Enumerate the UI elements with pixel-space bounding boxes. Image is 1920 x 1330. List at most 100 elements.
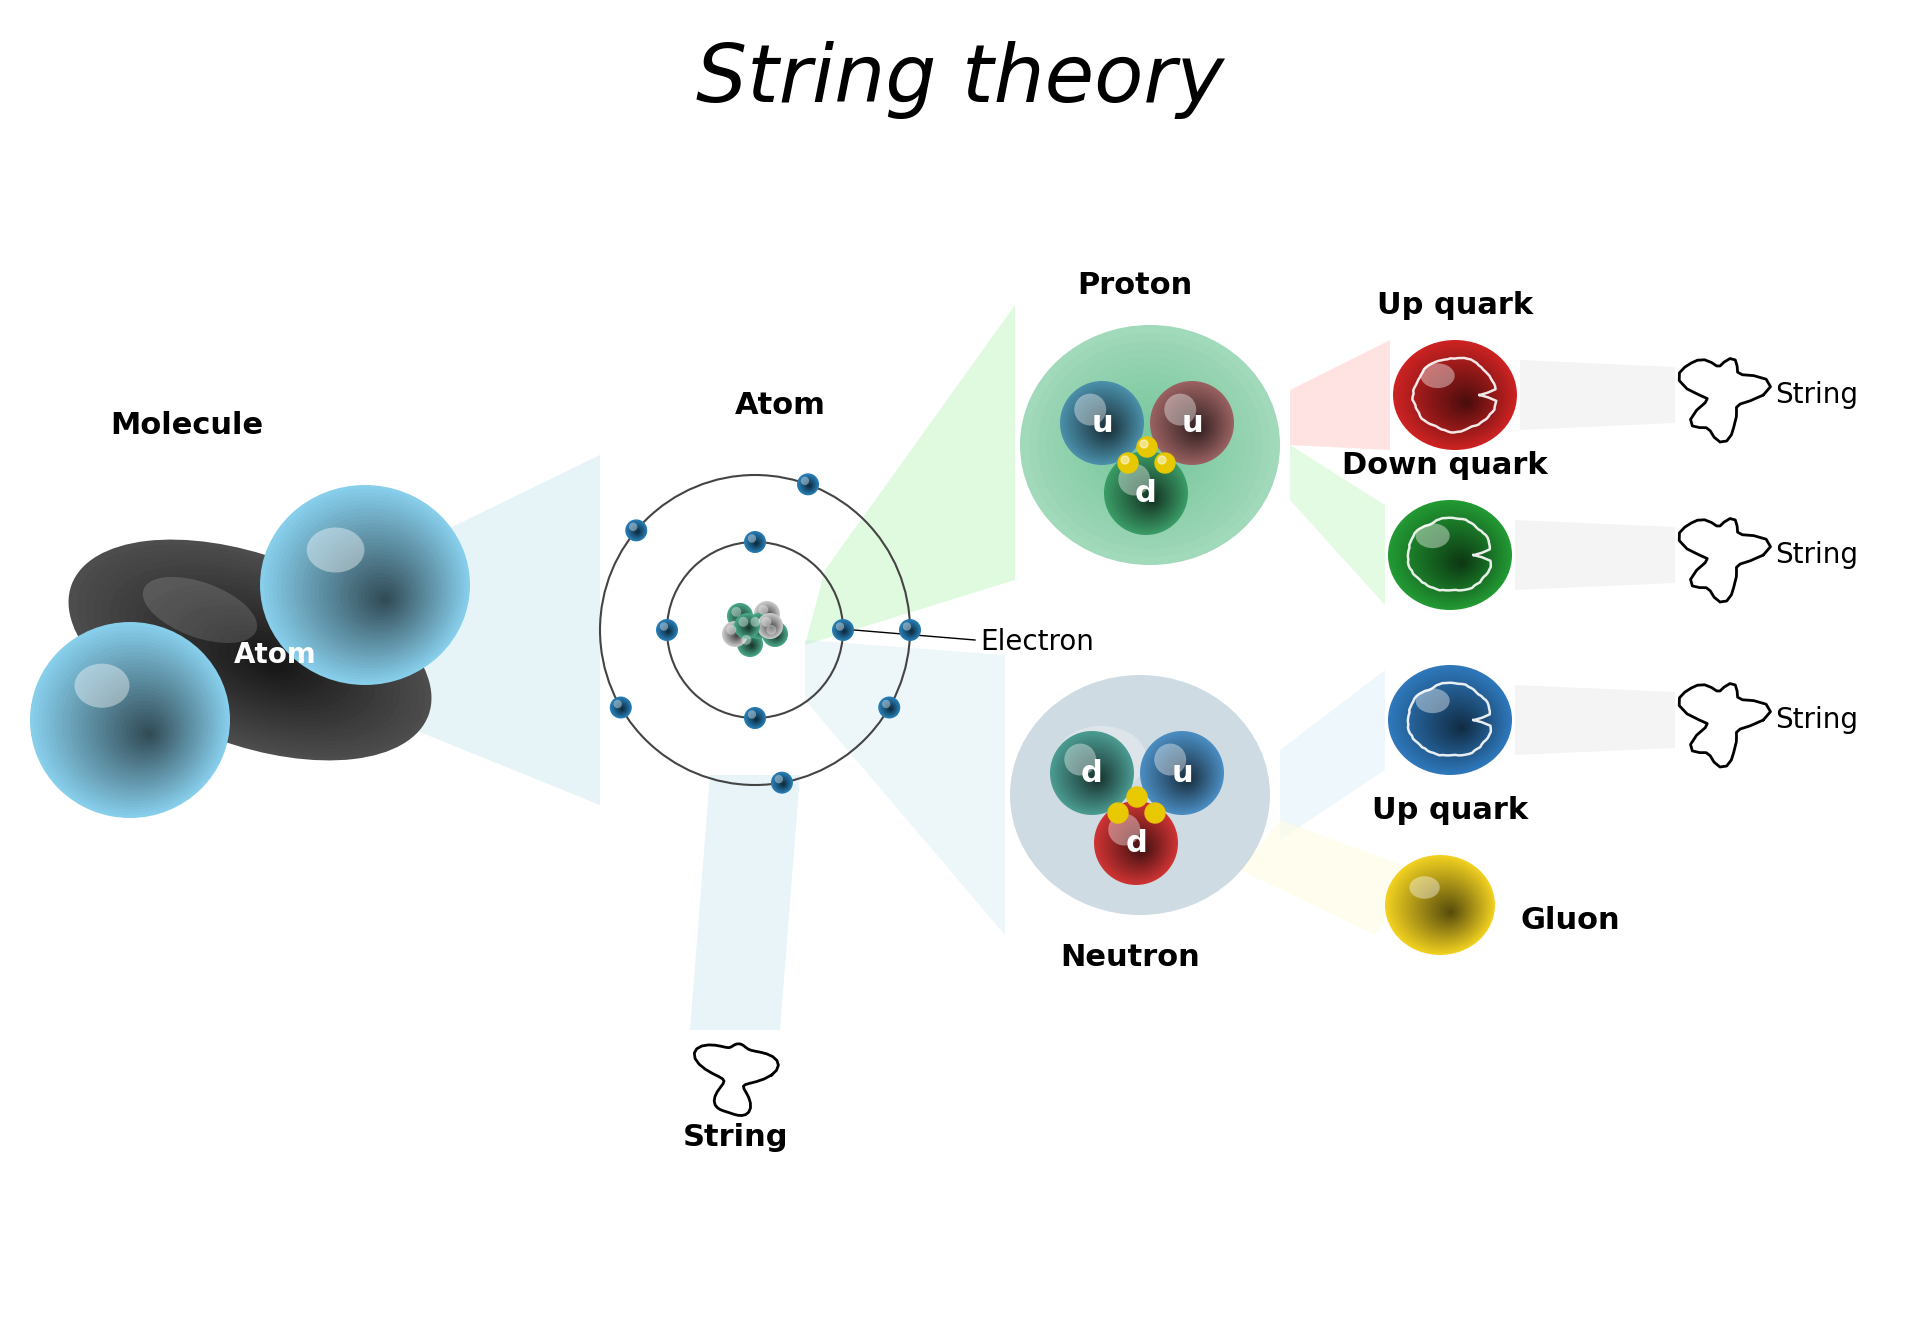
Circle shape <box>770 629 783 641</box>
Ellipse shape <box>290 512 451 665</box>
Ellipse shape <box>225 634 313 688</box>
Circle shape <box>766 622 776 632</box>
Circle shape <box>745 638 758 652</box>
Circle shape <box>760 616 781 637</box>
Circle shape <box>611 698 632 718</box>
Ellipse shape <box>259 654 288 673</box>
Circle shape <box>1075 395 1133 455</box>
Circle shape <box>835 622 845 630</box>
Ellipse shape <box>98 686 184 771</box>
Circle shape <box>630 523 645 539</box>
Circle shape <box>634 527 641 536</box>
Circle shape <box>804 481 814 489</box>
Ellipse shape <box>1457 724 1465 732</box>
Ellipse shape <box>142 728 156 741</box>
Circle shape <box>634 528 641 535</box>
Circle shape <box>758 625 762 630</box>
Ellipse shape <box>31 622 230 818</box>
Ellipse shape <box>1396 507 1507 605</box>
Ellipse shape <box>1098 396 1202 493</box>
Text: Molecule: Molecule <box>109 411 263 439</box>
Ellipse shape <box>1440 903 1459 919</box>
Circle shape <box>753 717 758 722</box>
Circle shape <box>732 608 749 625</box>
Circle shape <box>1152 743 1215 806</box>
Circle shape <box>726 625 735 634</box>
Ellipse shape <box>1413 521 1496 595</box>
Ellipse shape <box>301 523 442 657</box>
Ellipse shape <box>1386 857 1494 954</box>
Circle shape <box>739 634 760 654</box>
Ellipse shape <box>1430 895 1465 926</box>
Ellipse shape <box>1106 406 1194 485</box>
Ellipse shape <box>1440 709 1476 742</box>
Circle shape <box>657 618 678 641</box>
Ellipse shape <box>1450 553 1471 571</box>
Circle shape <box>753 540 760 547</box>
Ellipse shape <box>1407 682 1500 762</box>
Circle shape <box>910 629 914 633</box>
Ellipse shape <box>94 555 413 749</box>
Ellipse shape <box>1452 555 1469 569</box>
Circle shape <box>839 626 849 636</box>
Circle shape <box>722 621 749 646</box>
Ellipse shape <box>1064 364 1236 525</box>
Circle shape <box>1100 422 1114 435</box>
Circle shape <box>747 535 756 543</box>
Ellipse shape <box>1388 665 1513 775</box>
Circle shape <box>611 697 632 718</box>
Circle shape <box>749 536 762 549</box>
Circle shape <box>1125 472 1171 519</box>
Ellipse shape <box>298 520 445 660</box>
Circle shape <box>1064 746 1123 805</box>
Circle shape <box>758 606 776 624</box>
Circle shape <box>755 602 780 626</box>
Circle shape <box>906 626 916 636</box>
Ellipse shape <box>127 575 388 734</box>
Circle shape <box>1181 412 1212 442</box>
Circle shape <box>1137 845 1146 853</box>
Circle shape <box>804 481 812 489</box>
Circle shape <box>766 622 776 632</box>
Ellipse shape <box>86 674 192 779</box>
Ellipse shape <box>102 560 407 745</box>
Circle shape <box>724 622 747 646</box>
Ellipse shape <box>1071 372 1229 517</box>
Circle shape <box>1144 492 1158 504</box>
Circle shape <box>1117 825 1160 867</box>
Polygon shape <box>1281 670 1384 841</box>
Circle shape <box>749 616 770 637</box>
Ellipse shape <box>1398 673 1505 769</box>
Circle shape <box>1104 424 1112 432</box>
Ellipse shape <box>90 678 190 777</box>
Circle shape <box>1158 747 1212 802</box>
Ellipse shape <box>1133 430 1167 462</box>
Circle shape <box>1104 451 1188 535</box>
Circle shape <box>762 609 774 621</box>
Circle shape <box>764 622 787 646</box>
Circle shape <box>1089 770 1106 786</box>
Circle shape <box>833 620 854 641</box>
Circle shape <box>1096 777 1100 781</box>
Circle shape <box>772 771 793 794</box>
Circle shape <box>762 609 774 621</box>
Circle shape <box>762 617 772 626</box>
Ellipse shape <box>1434 376 1488 423</box>
Ellipse shape <box>323 543 428 642</box>
Circle shape <box>756 624 764 632</box>
Circle shape <box>735 612 747 622</box>
Circle shape <box>1160 391 1227 458</box>
Text: String theory: String theory <box>695 41 1225 118</box>
Ellipse shape <box>1423 529 1488 588</box>
Ellipse shape <box>1428 698 1486 750</box>
Ellipse shape <box>276 500 459 674</box>
Circle shape <box>1129 475 1169 517</box>
Circle shape <box>618 704 626 713</box>
Ellipse shape <box>1455 557 1467 568</box>
Circle shape <box>758 605 768 614</box>
Circle shape <box>733 609 749 625</box>
Circle shape <box>885 704 895 713</box>
Circle shape <box>776 777 789 790</box>
Circle shape <box>662 626 672 636</box>
Circle shape <box>1167 398 1221 452</box>
